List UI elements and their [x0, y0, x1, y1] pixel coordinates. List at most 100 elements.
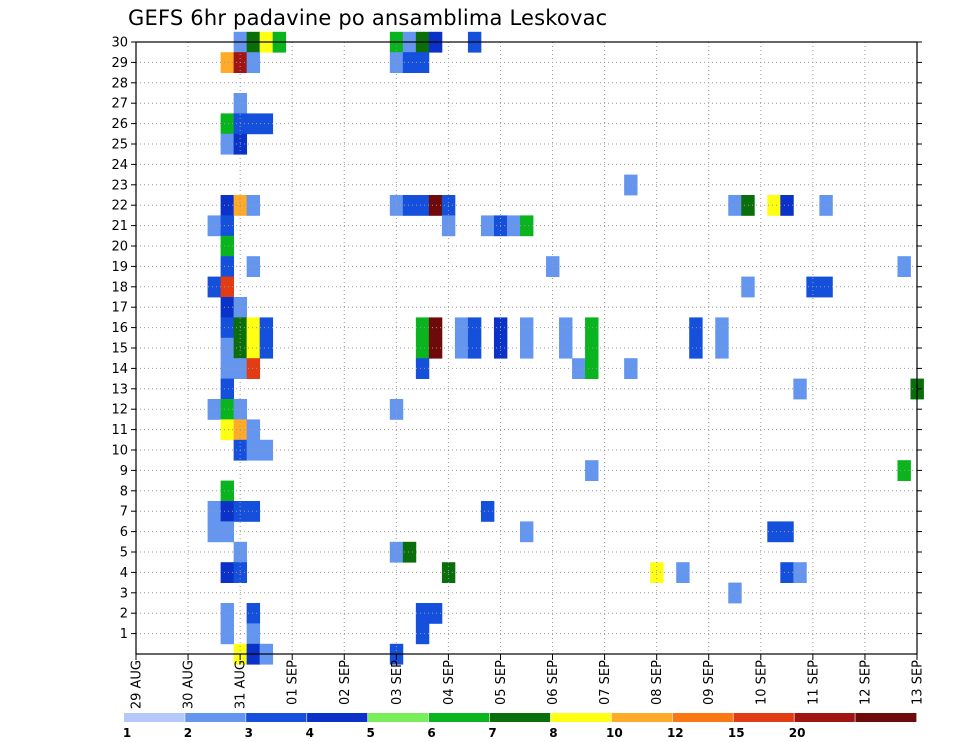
legend-swatch — [611, 713, 673, 722]
heatmap-cell — [585, 358, 599, 379]
y-tick-label: 16 — [111, 321, 128, 336]
heatmap-cell — [259, 439, 274, 461]
heatmap-cell — [428, 195, 443, 216]
heatmap-cell — [819, 276, 833, 298]
legend-label: 3 — [245, 726, 253, 740]
y-tick-label: 26 — [111, 117, 128, 132]
x-tick-label: 02 SEP — [338, 660, 353, 705]
heatmap-cell — [624, 174, 638, 196]
heatmap-cell — [780, 195, 794, 216]
y-tick-label: 7 — [120, 505, 128, 520]
heatmap-cell — [572, 358, 586, 379]
heatmap-cell — [519, 215, 534, 237]
heatmap-cell — [519, 521, 534, 543]
heatmap-cell — [220, 399, 235, 420]
heatmap-cell — [428, 317, 443, 339]
heatmap-cell — [519, 337, 534, 359]
y-tick-label: 18 — [111, 280, 128, 295]
heatmap-cell — [454, 337, 469, 359]
heatmap-cell — [415, 358, 430, 379]
heatmap-cell — [220, 195, 235, 216]
legend-label: 8 — [549, 726, 557, 740]
heatmap-cell — [207, 399, 222, 420]
heatmap-cell — [220, 235, 235, 257]
y-tick-label: 12 — [111, 403, 128, 418]
y-tick-label: 2 — [120, 607, 128, 622]
heatmap-cell — [246, 52, 261, 73]
heatmap-cell — [246, 256, 261, 277]
y-tick-label: 1 — [120, 627, 128, 642]
y-tick-label: 22 — [111, 199, 128, 214]
heatmap-cell — [220, 603, 235, 624]
x-tick-label: 08 SEP — [650, 660, 665, 705]
heatmap-cell — [519, 317, 534, 339]
heatmap-cell — [480, 215, 495, 237]
x-tick-label: 12 SEP — [858, 660, 873, 705]
y-tick-label: 9 — [120, 464, 128, 479]
heatmap-cell — [259, 317, 274, 339]
x-tick-label: 13 SEP — [911, 660, 926, 705]
heatmap-cell — [220, 480, 235, 502]
heatmap-cell — [819, 195, 833, 216]
x-tick-label: 07 SEP — [598, 660, 613, 705]
heatmap-cell — [559, 317, 573, 339]
legend-swatch — [306, 713, 369, 722]
y-tick-label: 11 — [111, 423, 128, 438]
legend-swatch — [489, 713, 551, 722]
heatmap-cell — [246, 317, 261, 339]
heatmap-cell — [715, 317, 729, 339]
y-tick-label: 6 — [120, 525, 128, 540]
heatmap-cell — [246, 623, 261, 645]
heatmap-cell — [220, 623, 235, 645]
heatmap-cell — [207, 501, 222, 522]
x-tick-label: 09 SEP — [702, 660, 717, 705]
heatmap-cell — [559, 337, 573, 359]
y-tick-label: 29 — [111, 56, 128, 71]
heatmap-cell — [220, 419, 235, 441]
x-tick-label: 05 SEP — [494, 660, 509, 705]
heatmap-cell — [415, 52, 430, 73]
heatmap-cell — [246, 439, 261, 461]
heatmap-cell — [780, 521, 794, 543]
heatmap-cell — [454, 317, 469, 339]
y-tick-label: 3 — [120, 586, 128, 601]
legend-swatch — [124, 713, 186, 722]
heatmap-cell — [741, 195, 755, 216]
legend-label: 4 — [306, 726, 314, 740]
y-tick-label: 28 — [111, 76, 128, 91]
y-tick-label: 14 — [111, 362, 128, 377]
heatmap-cell — [220, 215, 235, 237]
x-tick-label: 01 SEP — [286, 660, 301, 705]
heatmap-cell — [259, 337, 274, 359]
heatmap-cell — [220, 276, 235, 298]
heatmap-cell — [585, 337, 599, 359]
x-tick-label: 11 SEP — [806, 660, 821, 705]
y-tick-label: 19 — [111, 260, 128, 275]
heatmap-cell — [780, 562, 794, 583]
heatmap-cell — [741, 276, 755, 298]
heatmap-cell — [220, 52, 235, 73]
heatmap-cell — [585, 460, 599, 481]
y-tick-label: 24 — [111, 158, 128, 173]
legend-swatch — [245, 713, 308, 722]
heatmap-cell — [207, 276, 222, 298]
heatmap-cell — [220, 501, 235, 522]
x-tick-label: 10 SEP — [754, 660, 769, 705]
y-tick-label: 30 — [111, 36, 128, 51]
legend-label: 20 — [789, 726, 806, 740]
legend-label: 15 — [728, 726, 745, 740]
heatmap-cell — [220, 358, 235, 379]
heatmap-cell — [220, 256, 235, 277]
heatmap-cell — [415, 623, 430, 645]
heatmap-cell — [246, 419, 261, 441]
y-tick-label: 17 — [111, 301, 128, 316]
y-tick-label: 20 — [111, 240, 128, 255]
y-tick-label: 8 — [120, 484, 128, 499]
heatmap-cell — [220, 113, 235, 135]
heatmap-cell — [220, 337, 235, 359]
legend-label: 7 — [488, 726, 496, 740]
legend-label: 2 — [184, 726, 192, 740]
heatmap-cell — [220, 562, 235, 583]
legend-swatch — [672, 713, 734, 722]
